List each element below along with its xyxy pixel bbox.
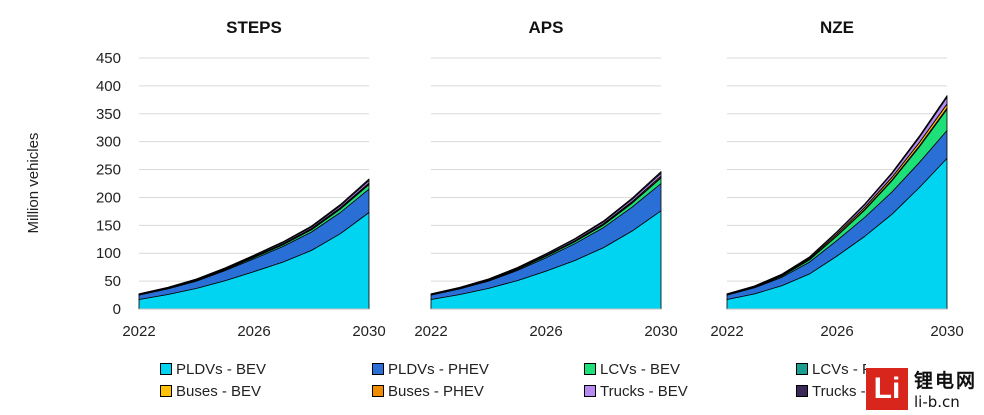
legend-label-trucks-bev: Trucks - BEV [600,382,688,400]
y-tick-label-150: 150 [96,217,121,234]
y-tick-label-0: 0 [113,301,121,318]
area-aps-trucks-phev [430,171,662,295]
x-tick-label-nze-2030: 2030 [930,323,963,340]
y-tick-label-300: 300 [96,134,121,151]
legend-item-lcvs-bev: LCVs - BEV [584,359,796,379]
legend-item-buses-phev: Buses - PHEV [372,381,584,401]
watermark-chinese-text: 锂电网 [914,370,978,392]
legend-label-lcvs-bev: LCVs - BEV [600,360,681,378]
legend-label-buses-bev: Buses - BEV [176,382,262,400]
y-tick-label-350: 350 [96,106,121,123]
y-tick-label-200: 200 [96,189,121,206]
x-tick-label-aps-2026: 2026 [529,323,562,340]
legend-swatch-buses-phev [372,385,384,397]
x-tick-label-steps-2026: 2026 [237,323,270,340]
legend-swatch-lcvs-bev [584,363,596,375]
x-tick-label-aps-2022: 2022 [414,323,447,340]
x-tick-label-steps-2022: 2022 [122,323,155,340]
y-tick-label-450: 450 [96,50,121,67]
legend-label-pldvs-bev: PLDVs - BEV [176,360,267,378]
area-steps-trucks-phev [138,178,370,295]
panel-title-steps: STEPS [226,18,282,37]
watermark-logo: Li [866,367,908,410]
legend-item-buses-bev: Buses - BEV [160,381,372,401]
watermark: Li 锂电网 li-b.cn [866,362,984,415]
y-tick-label-250: 250 [96,162,121,179]
chart-legend: PLDVs - BEV PLDVs - PHEV LCVs - BEV LCVs - … [160,359,960,401]
y-tick-label-400: 400 [96,78,121,95]
legend-swatch-buses-bev [160,385,172,397]
legend-item-pldvs-phev: PLDVs - PHEV [372,359,584,379]
x-tick-label-nze-2022: 2022 [710,323,743,340]
area-nze-trucks-phev [726,95,948,295]
legend-swatch-pldvs-phev [372,363,384,375]
legend-label-buses-phev: Buses - PHEV [388,382,484,400]
watermark-url: li-b.cn [914,393,960,411]
y-tick-label-100: 100 [96,245,121,262]
x-tick-label-aps-2030: 2030 [644,323,677,340]
x-tick-label-steps-2030: 2030 [352,323,385,340]
x-tick-label-nze-2026: 2026 [820,323,853,340]
legend-swatch-trucks-bev [584,385,596,397]
legend-swatch-trucks-phev [796,385,808,397]
legend-item-trucks-bev: Trucks - BEV [584,381,796,401]
y-tick-label-50: 50 [104,273,121,290]
legend-swatch-pldvs-bev [160,363,172,375]
panel-title-nze: NZE [820,18,854,37]
legend-item-pldvs-bev: PLDVs - BEV [160,359,372,379]
y-axis-label: Million vehicles [25,133,42,234]
panel-title-aps: APS [529,18,564,37]
legend-swatch-lcvs-phev [796,363,808,375]
legend-label-pldvs-phev: PLDVs - PHEV [388,360,489,378]
